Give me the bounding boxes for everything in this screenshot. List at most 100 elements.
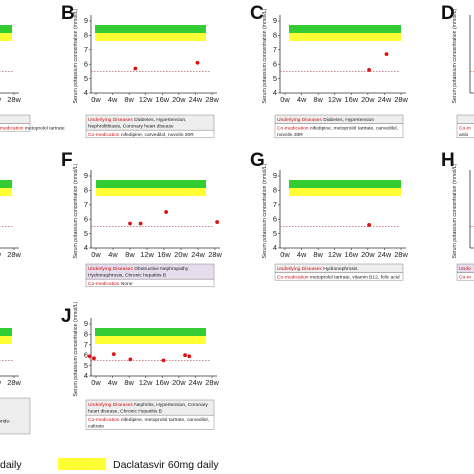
x-tick-label: 28w bbox=[7, 378, 21, 387]
x-tick-label: 4w bbox=[108, 378, 118, 387]
info-line: novolin 30R bbox=[277, 132, 303, 138]
x-tick-label: 12w bbox=[139, 95, 153, 104]
panel-j: J 45 678 9 Serum potassium concentration (mm… bbox=[61, 301, 219, 430]
x-tick-label: 28w bbox=[208, 250, 222, 259]
y-tick-label: 8 bbox=[84, 31, 88, 40]
y-tick-label: 5 bbox=[84, 361, 88, 370]
y-axis-label: Serum potassium concentration (mmol/L) bbox=[73, 301, 79, 396]
x-tick-label: 16w bbox=[156, 95, 170, 104]
panel-letter: H bbox=[441, 150, 455, 171]
x-tick-label: 8w bbox=[124, 378, 134, 387]
info-box-comedication bbox=[0, 123, 31, 132]
info-line: Underlying Diseases Nephritis, Hypertens… bbox=[88, 402, 208, 408]
panel-letter: F bbox=[61, 150, 73, 171]
panel-i: 24w 28w chloride- bbox=[0, 328, 31, 435]
info-value: Diabetes, Hypertension, bbox=[133, 117, 187, 123]
y-axis-label: Serum potassium concentration (mmol/L) bbox=[73, 163, 79, 258]
info-key: Co-medication bbox=[277, 274, 309, 280]
x-tick-label: 24w bbox=[189, 95, 203, 104]
green-band bbox=[289, 25, 401, 33]
x-tick-label: 0w bbox=[91, 250, 101, 259]
info-value: nifedipine, metoprolol tartrate, carvedi… bbox=[309, 125, 398, 131]
data-point bbox=[138, 221, 143, 226]
info-value: Obstructive Nephropathy bbox=[133, 266, 189, 272]
info-line: chloride- bbox=[0, 419, 11, 425]
data-point bbox=[87, 354, 92, 359]
y-tick-label: 5 bbox=[84, 229, 88, 238]
panel-g: G 4 5 6 7 8 9 Serum potassium concentration (mm… bbox=[250, 150, 408, 281]
info-key: Underlying Diseases bbox=[88, 402, 133, 408]
info-line: Co-medication nifedipine, metoprolol tar… bbox=[88, 417, 209, 423]
x-tick-label: 8w bbox=[313, 95, 323, 104]
y-tick-label: 9 bbox=[273, 16, 277, 25]
x-tick-label: 8w bbox=[125, 250, 135, 259]
y-tick-label: 7 bbox=[84, 45, 88, 54]
info-line: Unde bbox=[459, 266, 471, 272]
y-tick-label: 4 bbox=[84, 371, 88, 380]
info-box-diseases bbox=[456, 263, 474, 273]
panel-letter: G bbox=[250, 150, 265, 171]
info-box-diseases bbox=[456, 114, 474, 124]
info-key: Co-medication bbox=[277, 125, 309, 131]
x-tick-label: 0w bbox=[280, 250, 290, 259]
info-box-comedication bbox=[85, 414, 215, 430]
info-key: Co-medication bbox=[88, 281, 120, 287]
data-point bbox=[128, 221, 132, 226]
legend-label: daily bbox=[0, 459, 22, 471]
y-tick-label: 9 bbox=[84, 319, 88, 328]
green-band bbox=[0, 25, 12, 33]
panel-f: F 4 5 6 7 8 9 Serum potassium concentration (mm… bbox=[61, 150, 222, 288]
y-tick-label: 5 bbox=[273, 74, 277, 83]
y-tick-label: 8 bbox=[84, 330, 88, 339]
x-tick-label: 24w bbox=[378, 95, 392, 104]
y-tick-label: 7 bbox=[273, 45, 277, 54]
yellow-band bbox=[0, 188, 12, 196]
info-key: Underlying Diseases bbox=[88, 117, 133, 123]
info-line: Co-medication nifedipine, carvedilol, no… bbox=[88, 132, 194, 138]
yellow-band bbox=[289, 188, 401, 196]
x-tick-label: 28w bbox=[394, 95, 408, 104]
info-key: Co-medication bbox=[88, 132, 120, 138]
info-line: Co-m bbox=[459, 274, 471, 280]
info-key: Co-medication bbox=[88, 417, 120, 423]
info-line: Underlying Diseases Diabetes, Hypertensi… bbox=[88, 117, 186, 123]
x-tick-label: 0w bbox=[91, 95, 101, 104]
y-tick-label: 7 bbox=[84, 340, 88, 349]
info-box-comedication bbox=[274, 123, 404, 139]
y-tick-label: 6 bbox=[84, 59, 88, 68]
info-line: Co-medication None bbox=[88, 281, 133, 287]
info-value: metoprolol tartrate, vitamin B12, folic … bbox=[309, 274, 400, 280]
info-box-comedication bbox=[456, 123, 474, 139]
y-tick-label: 9 bbox=[273, 171, 277, 180]
info-value: nifedipine, carvedilol, novolin 30R bbox=[120, 132, 195, 138]
x-tick-label: 4w bbox=[108, 250, 118, 259]
x-tick-label: 20w bbox=[361, 250, 375, 259]
y-tick-label: 9 bbox=[84, 171, 88, 180]
x-tick-label: 24w bbox=[0, 250, 2, 259]
y-tick-label: 8 bbox=[84, 186, 88, 195]
y-tick-label: 8 bbox=[273, 31, 277, 40]
x-tick-label: 0w bbox=[280, 95, 290, 104]
panel-letter: C bbox=[250, 3, 264, 24]
x-tick-label: 0w bbox=[91, 378, 101, 387]
green-band bbox=[0, 328, 12, 336]
info-box-comedication bbox=[85, 129, 215, 139]
info-key: Underlying Diseases bbox=[277, 117, 322, 123]
y-tick-label: 5 bbox=[84, 74, 88, 83]
panel-e: 24w 28w bbox=[0, 180, 21, 259]
data-point bbox=[128, 357, 133, 362]
y-axis-label: Serum potassium concentration (mmol/L) bbox=[73, 8, 79, 103]
info-line: Nephrolithiasis, Coronary heart disease bbox=[88, 123, 174, 129]
data-point bbox=[384, 52, 389, 57]
x-tick-label: 24w bbox=[189, 378, 203, 387]
panel-c: C 4 5 6 7 8 9 Serum potassium concentration (mm… bbox=[250, 3, 408, 139]
info-line: anlo bbox=[459, 132, 469, 138]
panel-letter: B bbox=[61, 3, 75, 24]
data-point bbox=[92, 356, 96, 361]
y-tick-label: 7 bbox=[273, 200, 277, 209]
y-tick-label: 7 bbox=[84, 200, 88, 209]
x-tick-label: 16w bbox=[345, 250, 359, 259]
